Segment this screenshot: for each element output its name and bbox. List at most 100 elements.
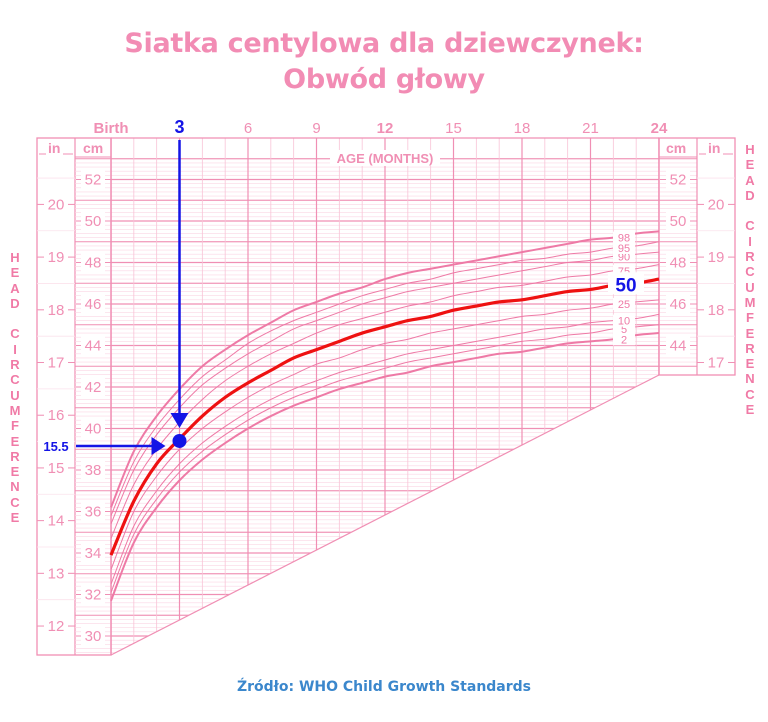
month-marker-label: 3 xyxy=(174,117,184,137)
cm-tick-left: 34 xyxy=(85,545,102,562)
side-label-letter xyxy=(8,311,22,326)
x-tick-label: 18 xyxy=(514,120,531,137)
cm-tick-right: 48 xyxy=(670,255,687,272)
cm-tick-left: 46 xyxy=(85,296,102,313)
in-header-right: in xyxy=(708,140,720,156)
cm-tick-right: 50 xyxy=(670,213,687,230)
chart-bottom-edge xyxy=(110,374,660,656)
percentile-curve xyxy=(110,299,660,570)
in-tick-left: 14 xyxy=(48,513,65,530)
in-tick-left: 12 xyxy=(48,618,65,635)
x-tick-label: 21 xyxy=(582,120,599,137)
x-tick-label: 9 xyxy=(312,120,320,137)
in-tick-left: 20 xyxy=(48,196,65,213)
in-header-left: in xyxy=(48,140,60,156)
side-label-letter: I xyxy=(748,233,752,249)
side-label-letter: F xyxy=(11,418,19,434)
in-tick-left: 17 xyxy=(48,355,65,372)
side-label-letter: R xyxy=(745,340,755,356)
percentile-label: 90 xyxy=(618,251,630,263)
side-label-letter: E xyxy=(745,402,755,418)
side-label-letter: U xyxy=(745,279,755,295)
side-label-letter: M xyxy=(9,402,21,418)
percentile-label: 10 xyxy=(618,316,630,328)
cm-tick-left: 42 xyxy=(85,379,102,396)
cm-header-right: cm xyxy=(666,140,686,156)
in-tick-right: 18 xyxy=(708,302,725,319)
in-tick-left: 19 xyxy=(48,249,65,266)
percentile-curve xyxy=(110,324,660,593)
grid xyxy=(111,138,659,655)
chart-title-line2: Obwód głowy xyxy=(283,64,485,95)
cm-tick-left: 36 xyxy=(85,504,102,521)
cm-tick-left: 32 xyxy=(85,587,102,604)
side-label-letter: R xyxy=(10,357,20,373)
side-label-letter: E xyxy=(745,356,755,372)
side-label-letter xyxy=(743,203,757,218)
side-label-letter: U xyxy=(10,387,20,403)
value-arrow-head xyxy=(151,436,166,455)
cm-tick-left: 48 xyxy=(85,255,102,272)
x-axis-label: AGE (MONTHS) xyxy=(337,151,434,166)
in-tick-left: 13 xyxy=(48,565,65,582)
cm-tick-left: 52 xyxy=(85,172,102,189)
x-tick-label: 6 xyxy=(244,120,252,137)
percentile-curves xyxy=(109,230,660,602)
in-tick-left: 16 xyxy=(48,407,65,424)
side-label-letter: D xyxy=(745,187,755,203)
percentile-label: 95 xyxy=(618,243,630,255)
percentile-50-curve xyxy=(109,277,660,556)
side-label-letter: C xyxy=(10,372,20,388)
measurement-point xyxy=(172,433,187,448)
side-label-letter: E xyxy=(745,325,755,341)
side-label-letter: N xyxy=(745,371,755,387)
x-tick-label: 15 xyxy=(445,120,462,137)
percentile-curve xyxy=(110,241,660,516)
cm-header-left: cm xyxy=(83,140,103,156)
side-label-letter: M xyxy=(744,294,756,310)
percentile-50-label: 50 xyxy=(615,275,636,296)
side-label-letter: E xyxy=(745,157,755,173)
side-label-letter: E xyxy=(10,510,20,526)
side-label-letter: N xyxy=(10,479,20,495)
cm-tick-left: 30 xyxy=(85,628,102,645)
value-marker-label: 15.5 xyxy=(43,439,68,454)
side-label-letter: E xyxy=(10,265,20,281)
side-label-letter: A xyxy=(10,280,20,296)
in-tick-right: 19 xyxy=(708,249,725,266)
cm-tick-left: 44 xyxy=(85,338,102,355)
side-label-letter: C xyxy=(745,218,755,234)
cm-tick-right: 44 xyxy=(670,338,687,355)
x-tick-label: 12 xyxy=(377,120,394,137)
cm-tick-right: 46 xyxy=(670,296,687,313)
x-tick-label: Birth xyxy=(94,120,129,137)
side-label-letter: R xyxy=(745,249,755,265)
in-tick-left: 18 xyxy=(48,302,65,319)
side-label-letter: H xyxy=(10,250,20,265)
cm-tick-left: 38 xyxy=(85,462,102,479)
side-label-letter: A xyxy=(745,172,755,188)
x-tick-label: 24 xyxy=(651,120,668,137)
percentile-label: 2 xyxy=(621,334,627,346)
percentile-curve xyxy=(110,251,660,525)
cm-tick-left: 50 xyxy=(85,213,102,230)
percentile-curve xyxy=(110,332,660,602)
percentile-curve xyxy=(110,313,660,585)
side-label-letter: C xyxy=(745,386,755,402)
side-label-letter: C xyxy=(10,326,20,342)
side-label-letter: C xyxy=(10,494,20,510)
cm-tick-right: 52 xyxy=(670,172,687,189)
in-tick-left: 15 xyxy=(48,460,65,477)
percentile-curve xyxy=(110,264,660,539)
side-label-letter: D xyxy=(10,295,20,311)
in-tick-right: 20 xyxy=(708,196,725,213)
side-label-letter: F xyxy=(746,310,754,326)
side-label-letter: E xyxy=(10,433,20,449)
percentile-label: 5 xyxy=(621,324,627,336)
side-label-letter: R xyxy=(10,448,20,464)
source-caption: Źródło: WHO Child Growth Standards xyxy=(236,679,532,695)
percentile-label: 25 xyxy=(618,299,630,311)
cm-tick-left: 40 xyxy=(85,421,102,438)
